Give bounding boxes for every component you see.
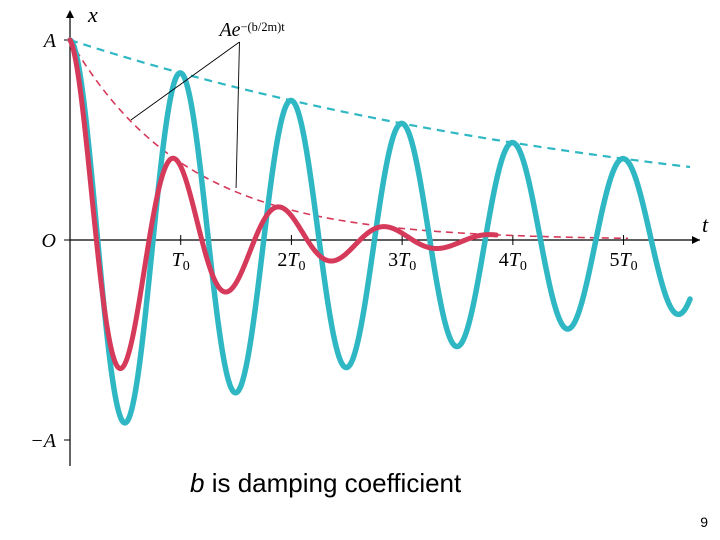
y-tick-label: A bbox=[42, 30, 57, 52]
caption-var: b bbox=[190, 468, 204, 498]
page-number-text: 9 bbox=[700, 514, 708, 530]
page-number: 9 bbox=[700, 514, 708, 530]
caption-rest: is damping coefficient bbox=[204, 468, 461, 498]
damping-chart: AO−AT02T03T04T05T0xtAe−(b/2m)t bbox=[0, 0, 720, 540]
x-axis-label: t bbox=[702, 212, 709, 237]
caption: b is damping coefficient bbox=[190, 468, 461, 499]
y-tick-label: −A bbox=[30, 430, 56, 452]
y-tick-label: O bbox=[42, 230, 56, 252]
y-axis-label: x bbox=[87, 2, 98, 27]
